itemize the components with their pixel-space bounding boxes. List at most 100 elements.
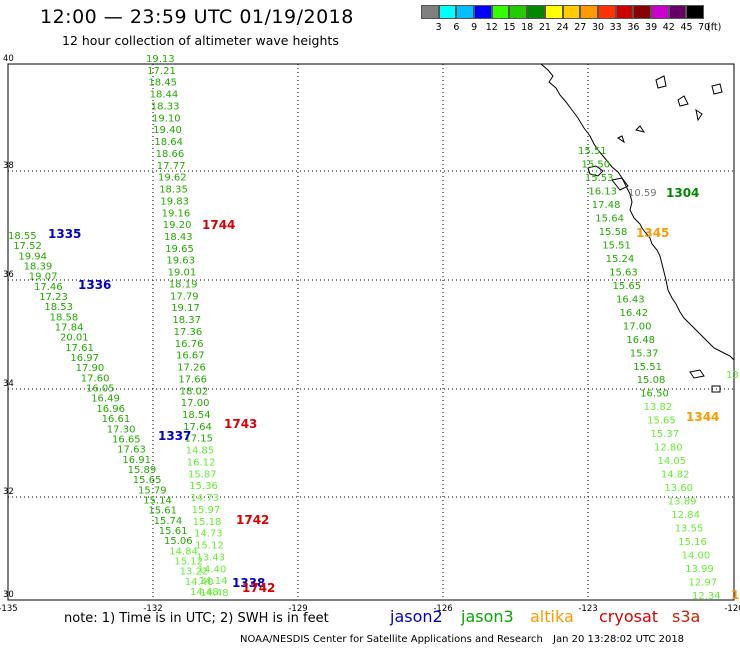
wave-height-value: 15.65 <box>133 475 162 486</box>
legend-swatch <box>438 5 457 19</box>
wave-height-value: 15.51 <box>633 362 662 373</box>
wave-height-value: 16.48 <box>626 335 655 346</box>
wave-height-value: 15.61 <box>148 506 177 517</box>
wave-height-value: 14.40 <box>198 564 227 575</box>
wave-height-value: 15.58 <box>599 227 628 238</box>
wave-height-value: 15.61 <box>159 526 188 537</box>
color-legend: 3 6 9 12 15 18 21 24 27 30 33 36 39 42 45 70 (ft) <box>421 5 721 33</box>
wave-height-value: 15.36 <box>189 481 218 492</box>
wave-height-value: 16.67 <box>176 351 205 362</box>
wave-height-value: 15.74 <box>154 516 183 527</box>
wave-height-value: 18.64 <box>154 137 183 148</box>
lon-tick-label: -123 <box>578 604 597 614</box>
wave-height-values: 19.1317.2118.4518.4418.3319.1019.4018.64… <box>8 54 739 602</box>
wave-height-value: 15.24 <box>606 254 635 265</box>
wave-height-value: 15.79 <box>138 485 167 496</box>
wave-height-value: 12.80 <box>654 443 683 454</box>
wave-height-value: 17.48 <box>592 200 621 211</box>
sat-label-cryosat: cryosat <box>599 607 659 626</box>
wave-height-value: 18.37 <box>172 315 201 326</box>
legend-label: 24 <box>556 22 569 33</box>
lat-tick-label: 32 <box>3 487 14 497</box>
wave-height-value: 15.12 <box>174 557 203 568</box>
legend-label: 33 <box>609 22 622 33</box>
legend-swatch <box>633 5 651 19</box>
legend-unit: (ft) <box>707 22 722 33</box>
wave-height-value: 17.77 <box>157 161 186 172</box>
wave-height-value: 15.63 <box>609 267 638 278</box>
wave-height-value: 17.60 <box>81 373 110 384</box>
lat-tick-label: 36 <box>3 270 14 280</box>
credit-line: NOAA/NESDIS Center for Satellite Applica… <box>240 634 543 645</box>
wave-height-value: 14.48 <box>200 588 229 599</box>
wave-height-value: 15.37 <box>651 429 680 440</box>
wave-height-value: 16.91 <box>122 455 151 466</box>
wave-height-value: 19.20 <box>163 220 192 231</box>
chart-subtitle: 12 hour collection of altimeter wave hei… <box>62 33 339 48</box>
wave-height-value: 13.55 <box>675 524 704 535</box>
wave-height-value: 14.73 <box>190 493 219 504</box>
wave-height-value: 17.90 <box>76 363 105 374</box>
wave-height-value: 17.66 <box>178 374 207 385</box>
pass-label: 1338 <box>232 576 265 590</box>
wave-height-value: 15.53 <box>585 173 614 184</box>
pass-label: 1344 <box>686 410 719 424</box>
legend-labels: 3 6 9 12 15 18 21 24 27 30 33 36 39 42 45 70 (ft) <box>421 22 740 36</box>
pass-label: 1336 <box>78 278 111 292</box>
legend-label: 42 <box>662 22 675 33</box>
legend-label: 36 <box>627 22 640 33</box>
legend-swatch <box>474 5 492 19</box>
wave-height-value: 13.99 <box>685 564 714 575</box>
pass-label: 1742 <box>242 581 275 595</box>
wave-height-value: 18.33 <box>151 102 180 113</box>
wave-height-value: 18.54 <box>182 410 211 421</box>
pass-label: 1743 <box>224 417 257 431</box>
wave-height-value: 16.43 <box>616 294 645 305</box>
legend-label: 30 <box>591 22 605 33</box>
wave-height-value: 15.51 <box>578 146 607 157</box>
map-frame <box>7 63 735 601</box>
wave-height-value: 17.46 <box>34 282 63 293</box>
wave-height-value: 15.12 <box>195 541 224 552</box>
wave-height-value: 17.00 <box>181 398 210 409</box>
wave-height-value: 14.85 <box>186 446 215 457</box>
wave-height-value: 13.60 <box>664 483 693 494</box>
lat-tick-label: 30 <box>3 590 14 600</box>
legend-label: 39 <box>645 22 658 33</box>
wave-height-value: 15.50 <box>582 160 611 171</box>
wave-height-value: 14.73 <box>194 529 223 540</box>
wave-height-value: 15.16 <box>678 537 707 548</box>
legend-label: 6 <box>453 22 460 33</box>
wave-height-value: 18.44 <box>150 90 179 101</box>
wave-height-value: 19.40 <box>153 125 182 136</box>
wave-height-value: 10.59 <box>628 188 657 199</box>
pass-label: 1335 <box>48 227 81 241</box>
legend-label: 18 <box>521 22 534 33</box>
wave-height-value: 16.05 <box>86 384 115 395</box>
wave-height-value: 19.10 <box>152 113 181 124</box>
wave-height-value: 18.55 <box>8 231 37 242</box>
wave-height-value: 12.34 <box>692 591 721 602</box>
legend-swatch <box>580 5 598 19</box>
legend-swatch <box>562 5 581 19</box>
wave-height-value: 15.89 <box>128 465 157 476</box>
lon-tick-label: -120 <box>724 604 740 614</box>
wave-height-value: 19.65 <box>165 244 194 255</box>
wave-height-value: 13.89 <box>668 497 697 508</box>
wave-height-value: 19.63 <box>166 256 195 267</box>
wave-height-value: 15.37 <box>630 348 659 359</box>
wave-height-value: 15.06 <box>164 536 193 547</box>
wave-height-value: 14.14 <box>199 576 228 587</box>
california-coastline <box>540 63 735 393</box>
wave-height-value: 17.21 <box>147 66 176 77</box>
wave-height-value: 16.13 <box>588 187 617 198</box>
wave-height-value: 16.12 <box>187 458 216 469</box>
legend-swatch <box>509 5 528 19</box>
wave-height-value: 15.64 <box>595 213 624 224</box>
wave-height-value: 16.97 <box>70 353 99 364</box>
wave-height-value: 13.43 <box>196 552 225 563</box>
axis-ticks: 40 38 36 34 32 30 -135 -132 -129 -126 -123 -120 <box>0 54 740 614</box>
legend-label: 45 <box>680 22 693 33</box>
wave-height-value: 14.00 <box>682 551 711 562</box>
